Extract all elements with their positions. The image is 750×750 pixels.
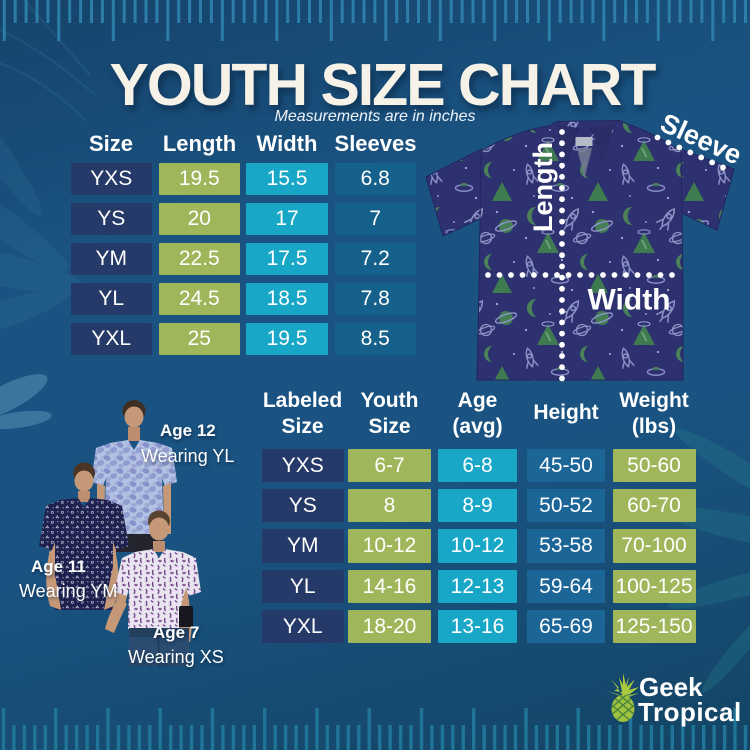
svg-text:Geek: Geek [639,672,703,702]
svg-text:Tropical: Tropical [638,697,742,727]
svg-text:Width: Width [587,284,670,317]
svg-text:Length: Length [528,142,558,232]
